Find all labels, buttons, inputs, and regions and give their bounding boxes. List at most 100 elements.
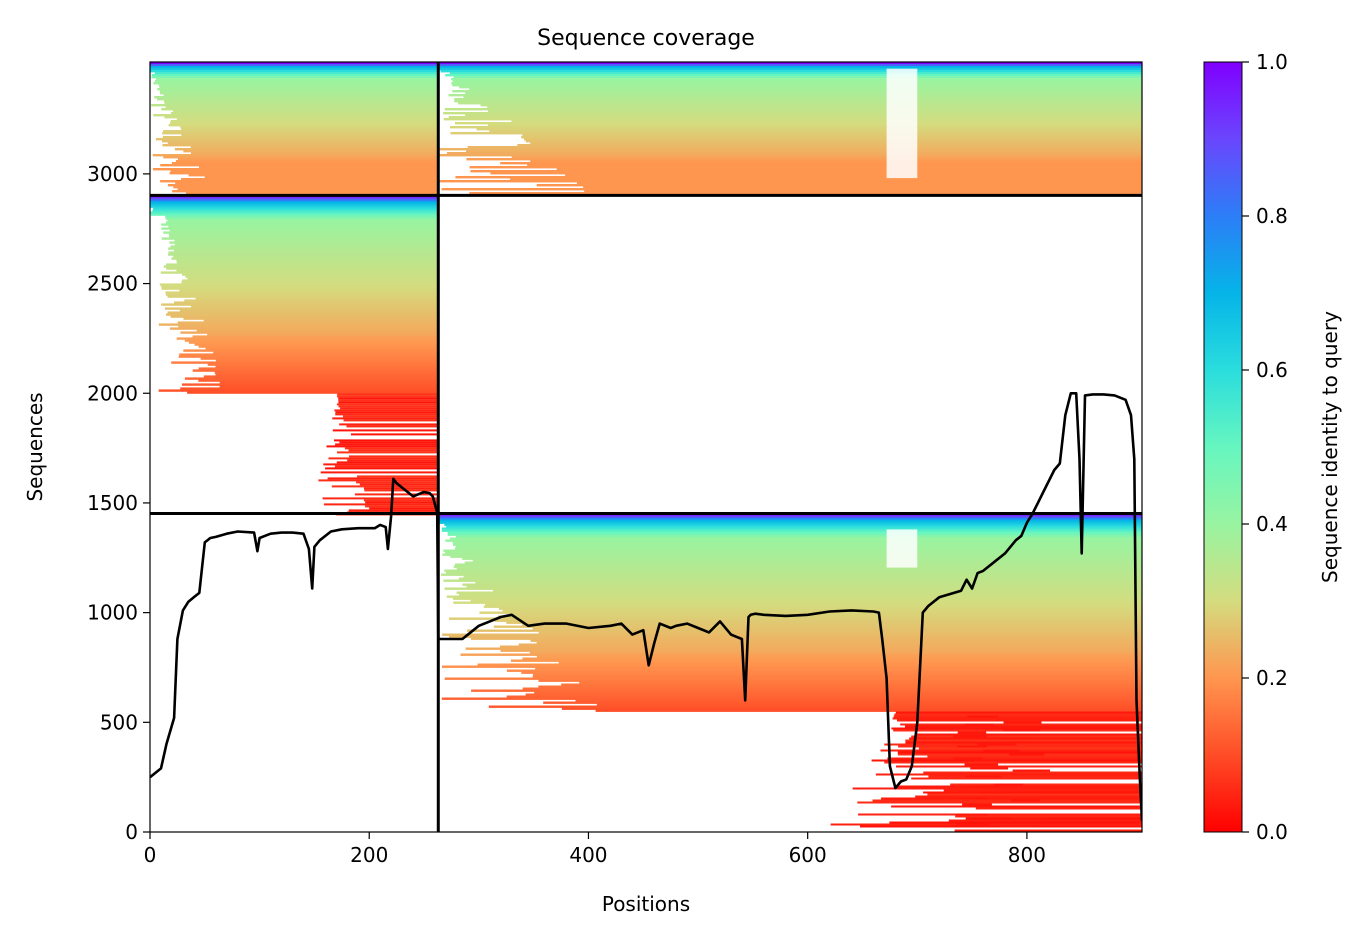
coverage-line xyxy=(150,391,1142,822)
coverage-row xyxy=(511,156,1142,159)
coverage-row xyxy=(153,114,439,117)
coverage-row xyxy=(445,539,1142,542)
coverage-row xyxy=(488,705,1142,708)
coverage-row xyxy=(1003,721,1042,724)
coverage-row xyxy=(522,134,1142,137)
coverage-row xyxy=(337,393,439,396)
coverage-row xyxy=(967,715,999,718)
coverage-row xyxy=(338,405,439,408)
coverage-row xyxy=(506,695,1142,698)
coverage-row xyxy=(502,609,1142,612)
coverage-row xyxy=(444,108,1142,111)
coverage-row xyxy=(927,793,1142,796)
coverage-row xyxy=(365,505,439,508)
coverage-row xyxy=(498,615,1142,618)
coverage-row xyxy=(533,673,1142,676)
coverage-gap xyxy=(886,68,918,179)
coverage-row xyxy=(183,349,439,352)
coverage-row xyxy=(180,126,439,129)
coverage-row xyxy=(335,465,439,468)
coverage-row xyxy=(163,94,439,97)
coverage-row xyxy=(443,549,1142,552)
coverage-row xyxy=(887,757,1142,760)
coverage-row xyxy=(558,661,1142,664)
coverage-row xyxy=(556,168,1142,171)
coverage-row xyxy=(332,417,439,420)
coverage-row xyxy=(455,535,1142,538)
coverage-row xyxy=(438,68,1142,71)
coverage-row xyxy=(923,791,1142,794)
coverage-row xyxy=(532,675,1142,678)
y-tick-label: 0 xyxy=(125,820,138,844)
coverage-row xyxy=(506,669,1142,672)
coverage-row xyxy=(472,559,1142,562)
coverage-row xyxy=(455,122,1142,125)
coverage-row xyxy=(161,223,439,226)
coverage-row xyxy=(161,108,439,111)
coverage-row xyxy=(162,132,439,135)
coverage-row xyxy=(170,170,439,173)
coverage-row xyxy=(983,749,1020,752)
coverage-row xyxy=(176,118,439,121)
coverage-row xyxy=(158,84,439,87)
coverage-row xyxy=(871,759,1142,762)
coverage-row xyxy=(900,723,1142,726)
coverage-row xyxy=(451,78,1142,81)
coverage-row xyxy=(561,683,1142,686)
coverage-row xyxy=(205,347,439,350)
coverage-row xyxy=(183,317,439,320)
coverage-row xyxy=(323,503,439,506)
coverage-row xyxy=(453,543,1142,546)
coverage-row xyxy=(200,357,439,360)
coverage-row xyxy=(470,599,1142,602)
coverage-row xyxy=(184,377,439,380)
coverage-row xyxy=(168,124,439,127)
coverage-row xyxy=(852,787,1142,790)
coverage-row xyxy=(165,106,439,109)
coverage-row xyxy=(168,247,439,250)
coverage-row xyxy=(918,747,1142,750)
coverage-row xyxy=(965,817,1142,820)
coverage-row xyxy=(955,805,989,808)
coverage-row xyxy=(957,745,987,748)
coverage-row xyxy=(521,671,1142,674)
coverage-row xyxy=(334,439,439,442)
coverage-row xyxy=(452,597,1142,600)
coverage-row xyxy=(161,303,439,306)
coverage-row xyxy=(151,74,439,77)
coverage-row xyxy=(161,237,439,240)
coverage-row xyxy=(152,209,439,212)
coverage-row xyxy=(170,112,439,115)
coverage-row xyxy=(470,170,1142,173)
coverage-row xyxy=(512,613,1142,616)
coverage-row xyxy=(150,199,439,202)
coverage-row xyxy=(327,477,439,480)
coverage-row xyxy=(438,521,1142,524)
coverage-row xyxy=(530,639,1142,642)
coverage-row xyxy=(911,777,1142,780)
y-tick-label: 2000 xyxy=(87,381,138,405)
coverage-row xyxy=(453,601,1142,604)
coverage-row xyxy=(577,182,1142,185)
coverage-row xyxy=(213,351,439,354)
coverage-row xyxy=(150,64,439,67)
coverage-row xyxy=(156,78,439,81)
coverage-row xyxy=(153,82,439,85)
coverage-row xyxy=(177,321,439,324)
coverage-row xyxy=(451,82,1142,85)
coverage-row xyxy=(536,641,1142,644)
coverage-row xyxy=(161,227,439,230)
coverage-row xyxy=(150,197,439,200)
coverage-row xyxy=(446,595,1142,598)
coverage-row xyxy=(174,148,439,151)
coverage-row xyxy=(164,116,439,119)
coverage-row xyxy=(892,717,1142,720)
coverage-row xyxy=(896,765,1142,768)
coverage-row xyxy=(466,158,1142,161)
coverage-row xyxy=(999,737,1035,740)
coverage-row xyxy=(158,389,439,392)
coverage-row xyxy=(889,821,1142,824)
coverage-row xyxy=(458,577,1142,580)
coverage-row xyxy=(447,531,1142,534)
colorbar-tick-label: 0.8 xyxy=(1256,204,1288,228)
